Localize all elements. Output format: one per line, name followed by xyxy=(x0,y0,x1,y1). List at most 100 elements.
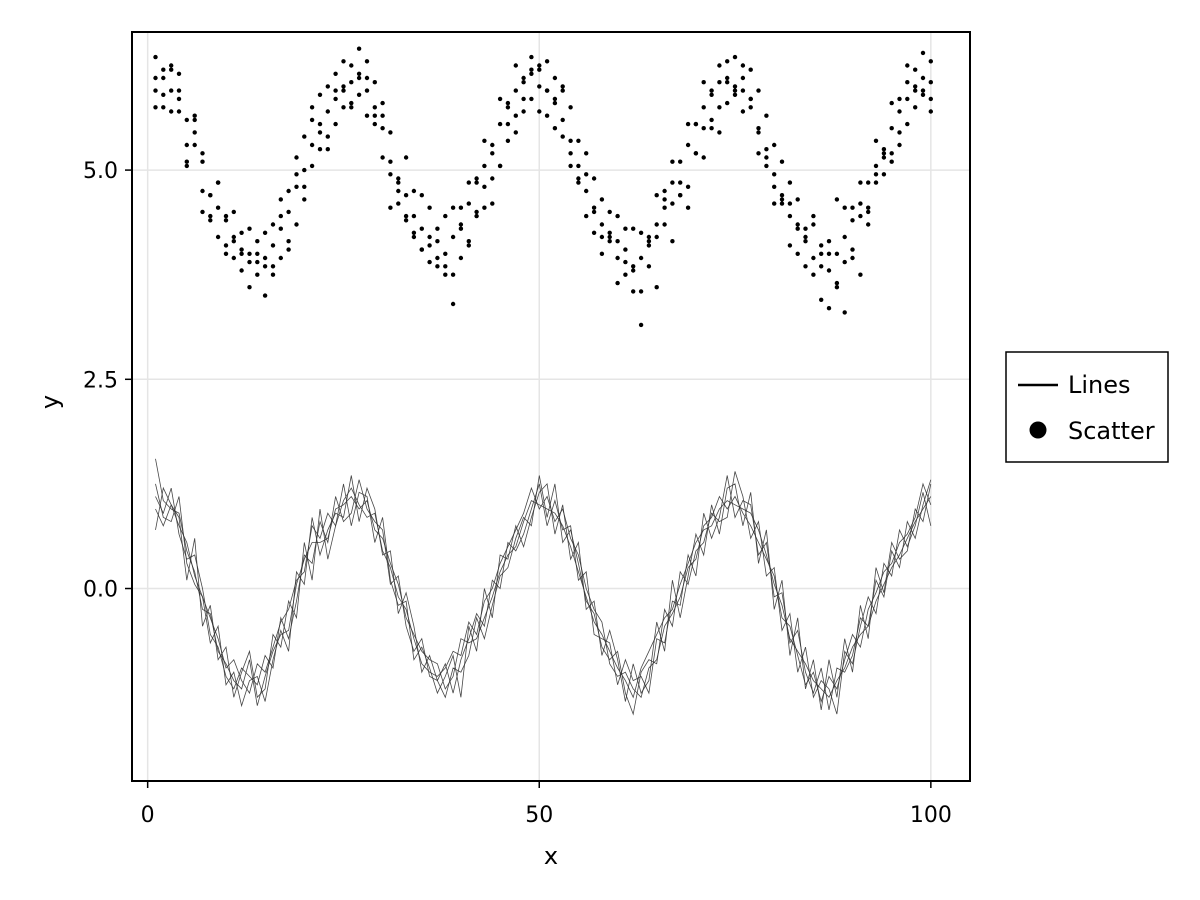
scatter-point xyxy=(262,230,268,235)
scatter-point xyxy=(826,239,832,244)
scatter-point xyxy=(247,226,252,231)
scatter-point xyxy=(670,239,675,244)
scatter-point xyxy=(294,172,299,177)
scatter-point xyxy=(239,268,244,273)
scatter-point xyxy=(866,180,871,185)
scatter-point xyxy=(787,213,793,219)
scatter-point xyxy=(913,67,918,72)
scatter-point xyxy=(349,100,354,106)
scatter-point xyxy=(403,218,409,223)
scatter-point xyxy=(756,126,761,131)
scatter-point xyxy=(184,142,189,148)
scatter-point xyxy=(584,213,589,219)
scatter-point xyxy=(513,88,518,93)
scatter-point xyxy=(490,176,495,181)
scatter-point xyxy=(599,197,605,202)
scatter-point xyxy=(497,163,503,169)
x-tick-label: 100 xyxy=(910,803,952,828)
scatter-point xyxy=(341,105,346,110)
scatter-point xyxy=(795,222,800,227)
scatter-point xyxy=(732,92,738,98)
scatter-point xyxy=(787,180,793,185)
scatter-point xyxy=(591,209,597,215)
scatter-point xyxy=(584,151,589,156)
scatter-point xyxy=(482,205,487,210)
scatter-point xyxy=(576,138,581,143)
scatter-point xyxy=(529,96,534,102)
scatter-point xyxy=(403,213,409,219)
scatter-point xyxy=(834,285,840,290)
legend-scatter-marker xyxy=(1029,421,1047,439)
scatter-point xyxy=(247,259,252,265)
scatter-point xyxy=(638,289,644,294)
scatter-point xyxy=(302,197,307,202)
scatter-point xyxy=(889,151,894,156)
scatter-point xyxy=(740,109,746,114)
scatter-point xyxy=(490,151,495,156)
y-tick-label: 0.0 xyxy=(83,578,118,603)
scatter-point xyxy=(443,213,448,219)
scatter-point xyxy=(756,151,761,156)
scatter-point xyxy=(443,272,448,277)
scatter-point xyxy=(819,264,824,269)
scatter-point xyxy=(255,272,260,277)
scatter-point xyxy=(466,243,471,248)
scatter-point xyxy=(458,226,464,231)
scatter-point xyxy=(537,84,542,89)
scatter-point xyxy=(756,88,761,93)
scatter-point xyxy=(192,117,197,123)
scatter-point xyxy=(333,71,338,77)
scatter-point xyxy=(544,113,550,118)
scatter-point xyxy=(325,84,330,89)
scatter-point xyxy=(850,255,855,261)
scatter-point xyxy=(889,159,894,164)
scatter-point xyxy=(842,234,847,240)
legend: Lines Scatter xyxy=(1005,351,1169,463)
scatter-point xyxy=(341,59,346,64)
scatter-point xyxy=(638,230,644,235)
scatter-point xyxy=(239,230,244,235)
scatter-point xyxy=(223,243,229,248)
scatter-point xyxy=(286,247,291,252)
scatter-point xyxy=(732,84,738,89)
scatter-point xyxy=(294,222,299,227)
scatter-point xyxy=(231,239,236,244)
scatter-point xyxy=(654,222,659,227)
scatter-point xyxy=(270,272,276,277)
scatter-point xyxy=(215,205,221,210)
scatter-point xyxy=(223,251,229,256)
scatter-point xyxy=(576,180,581,185)
scatter-point xyxy=(748,67,753,72)
scatter-point xyxy=(482,138,487,143)
scatter-point xyxy=(388,172,393,177)
scatter-point xyxy=(725,80,730,85)
scatter-point xyxy=(709,92,714,98)
scatter-point xyxy=(670,201,675,206)
x-axis-label: x xyxy=(544,842,558,870)
scatter-point xyxy=(920,92,926,98)
scatter-point xyxy=(333,88,338,93)
scatter-point xyxy=(411,213,417,219)
scatter-point xyxy=(372,80,377,85)
scatter-point xyxy=(740,63,746,68)
scatter-point xyxy=(474,180,479,185)
scatter-point xyxy=(740,88,746,93)
scatter-point xyxy=(309,117,315,123)
scatter-point xyxy=(521,75,526,81)
scatter-point xyxy=(294,155,299,160)
scatter-point xyxy=(623,226,628,231)
scatter-point xyxy=(223,213,229,219)
legend-label-scatter: Scatter xyxy=(1068,417,1155,445)
scatter-point xyxy=(302,167,307,173)
scatter-point xyxy=(607,230,612,235)
scatter-point xyxy=(748,105,753,110)
scatter-point xyxy=(834,280,840,286)
scatter-point xyxy=(670,180,675,185)
scatter-point xyxy=(544,59,550,64)
scatter-point xyxy=(928,96,933,102)
scatter-point xyxy=(396,201,401,206)
scatter-point xyxy=(599,222,605,227)
scatter-point xyxy=(811,213,816,219)
scatter-point xyxy=(811,272,816,277)
scatter-point xyxy=(591,176,597,181)
